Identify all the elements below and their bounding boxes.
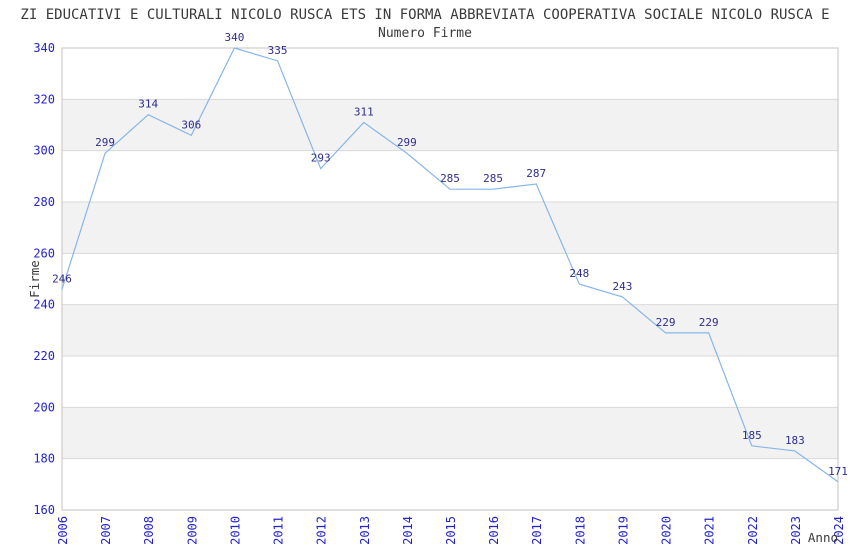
x-tick-label: 2022 bbox=[746, 516, 760, 545]
x-tick-label: 2008 bbox=[142, 516, 156, 545]
chart-title: ZI EDUCATIVI E CULTURALI NICOLO RUSCA ET… bbox=[20, 7, 830, 23]
x-tick-label: 2016 bbox=[487, 516, 501, 545]
chart-subtitle: Numero Firme bbox=[378, 26, 472, 41]
x-tick-label: 2011 bbox=[272, 516, 286, 545]
data-point-label: 287 bbox=[526, 167, 546, 180]
y-tick-label: 240 bbox=[33, 298, 55, 312]
data-point-label: 248 bbox=[569, 267, 589, 280]
x-tick-label: 2013 bbox=[358, 516, 372, 545]
y-tick-label: 220 bbox=[33, 349, 55, 363]
grid-band bbox=[62, 202, 838, 254]
series-line bbox=[61, 47, 839, 483]
x-tick-label: 2024 bbox=[832, 516, 846, 545]
y-tick-label: 300 bbox=[33, 144, 55, 158]
y-tick-label: 260 bbox=[33, 246, 55, 260]
data-point-label: 285 bbox=[483, 172, 503, 185]
y-tick-label: 160 bbox=[33, 503, 55, 517]
x-tick-label: 2020 bbox=[660, 516, 674, 545]
y-axis-label: Firme bbox=[27, 260, 42, 298]
data-point-label: 340 bbox=[225, 31, 245, 44]
data-point-label: 171 bbox=[828, 465, 848, 478]
data-point-label: 306 bbox=[181, 118, 201, 131]
data-point-label: 314 bbox=[138, 98, 158, 111]
x-tick-label: 2009 bbox=[185, 516, 199, 545]
x-tick-label: 2010 bbox=[228, 516, 242, 545]
x-tick-label: 2012 bbox=[315, 516, 329, 545]
data-point-label: 246 bbox=[52, 272, 72, 285]
y-tick-label: 340 bbox=[33, 41, 55, 55]
y-tick-label: 320 bbox=[33, 92, 55, 106]
data-point-label: 185 bbox=[742, 429, 762, 442]
data-point-label: 285 bbox=[440, 172, 460, 185]
grid-band bbox=[62, 304, 838, 356]
data-point-label: 335 bbox=[268, 44, 288, 57]
data-point-label: 229 bbox=[656, 316, 676, 329]
x-tick-label: 2018 bbox=[573, 516, 587, 545]
x-tick-label: 2021 bbox=[703, 516, 717, 545]
y-tick-label: 200 bbox=[33, 400, 55, 414]
data-point-label: 229 bbox=[699, 316, 719, 329]
data-point-label: 183 bbox=[785, 434, 805, 447]
data-point-label: 311 bbox=[354, 105, 374, 118]
x-tick-label: 2019 bbox=[616, 516, 630, 545]
data-point-label: 243 bbox=[613, 280, 633, 293]
x-tick-label: 2007 bbox=[99, 516, 113, 545]
x-tick-label: 2023 bbox=[789, 516, 803, 545]
y-tick-label: 180 bbox=[33, 452, 55, 466]
data-point-label: 299 bbox=[397, 136, 417, 149]
y-tick-label: 280 bbox=[33, 195, 55, 209]
grid-band bbox=[62, 407, 838, 459]
x-tick-label: 2015 bbox=[444, 516, 458, 545]
x-tick-label: 2014 bbox=[401, 516, 415, 545]
data-point-label: 293 bbox=[311, 152, 331, 165]
grid-band bbox=[62, 99, 838, 151]
x-tick-label: 2017 bbox=[530, 516, 544, 545]
data-point-label: 299 bbox=[95, 136, 115, 149]
plot-border bbox=[61, 47, 839, 511]
x-axis-label: Anno bbox=[807, 530, 838, 545]
x-tick-label: 2006 bbox=[56, 516, 70, 545]
